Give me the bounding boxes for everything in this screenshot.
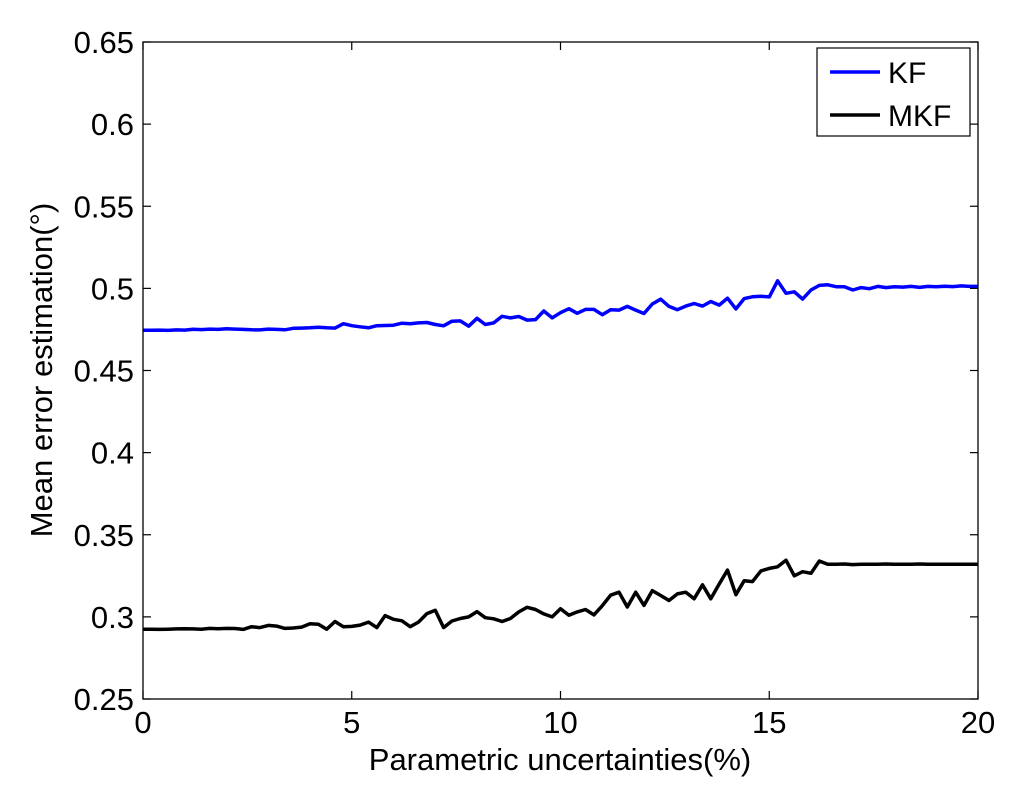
y-tick-label: 0.35 [74,518,134,553]
series-line-mkf [143,558,978,632]
x-tick-label: 15 [752,705,786,740]
y-tick-label: 0.45 [74,354,134,389]
y-axis-title: Mean error estimation(°) [24,203,59,538]
axes-layer [142,41,979,700]
series-line-kf [143,279,978,333]
y-tick-label: 0.55 [74,189,134,224]
legend-box [816,47,971,137]
tick-labels: 0 5 10 15 20 0.25 0.3 0.35 0.4 0.45 0.5 0.55 0.6 0.65 [74,25,996,740]
x-axis-title: Parametric uncertainties(%) [369,742,751,777]
legend: KF MKF [816,47,971,137]
series-layer [143,279,978,632]
y-tick-label: 0.6 [91,107,134,142]
y-tick-label: 0.65 [74,25,134,60]
plot-area [143,42,978,699]
x-tick-label: 10 [543,705,577,740]
y-tick-label: 0.4 [91,436,134,471]
y-tick-label: 0.25 [74,682,134,717]
y-tick-label: 0.5 [91,271,134,306]
legend-label-mkf: MKF [888,100,951,133]
x-tick-label: 0 [134,705,151,740]
legend-label-kf: KF [888,57,926,90]
x-tick-label: 20 [961,705,995,740]
x-tick-label: 5 [343,705,360,740]
y-tick-label: 0.3 [91,600,134,635]
